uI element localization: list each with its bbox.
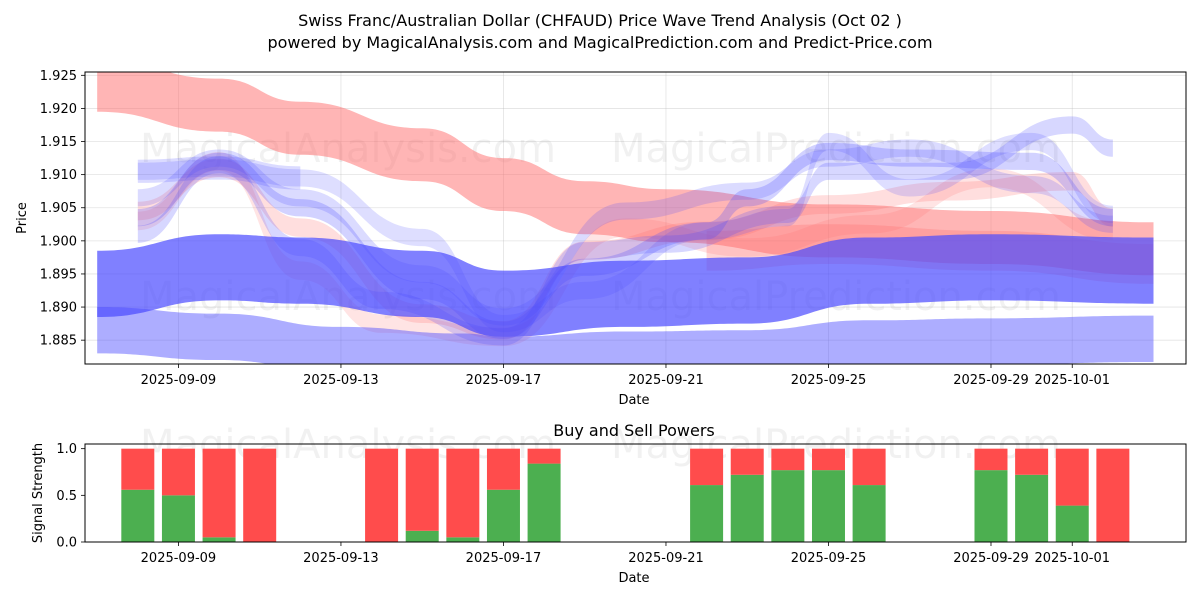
signal-y-label: Signal Strength [31, 443, 46, 543]
sell-bar [852, 448, 886, 486]
band-blue-base-band [97, 234, 1154, 337]
price-x-tick-label: 2025-09-13 [303, 373, 379, 388]
signal-x-tick-label: 2025-09-25 [791, 551, 867, 566]
buy-bar [446, 537, 480, 542]
buy-bar [730, 474, 764, 542]
band-red-trend-main [97, 72, 1154, 276]
signal-x-tick-label: 2025-09-09 [141, 551, 217, 566]
buy-bar [1055, 505, 1089, 542]
title-line-2: powered by MagicalAnalysis.com and Magic… [267, 33, 932, 52]
buy-bar [405, 530, 439, 542]
price-y-tick-label: 1.925 [40, 69, 77, 84]
price-y-tick-label: 1.895 [40, 267, 77, 282]
buy-bar [1015, 474, 1049, 542]
price-x-ticks: 2025-09-09 2025-09-13 2025-09-17 2025-09-21… [141, 364, 1110, 388]
sell-bar [527, 448, 561, 464]
signal-chart: Buy and Sell Powers MagicalAnalysis.com … [31, 421, 1187, 586]
sell-bar [1055, 448, 1089, 506]
band-blue-flat-1 [137, 156, 301, 190]
sell-bar [405, 448, 439, 531]
sell-bar [243, 448, 277, 542]
sell-bar [974, 448, 1008, 471]
signal-y-tick-label: 0.5 [56, 489, 77, 504]
signal-x-tick-label: 2025-09-21 [628, 551, 704, 566]
signal-x-ticks: 2025-09-09 2025-09-13 2025-09-17 2025-09-21… [141, 542, 1110, 566]
price-x-tick-label: 2025-09-09 [141, 373, 217, 388]
buy-bar [202, 537, 236, 542]
price-frame [84, 71, 1187, 365]
buy-bar [527, 463, 561, 542]
signal-x-tick-label: 2025-09-13 [303, 551, 379, 566]
price-bands [97, 72, 1154, 364]
signal-frame [84, 443, 1187, 543]
price-x-tick-label: 2025-10-01 [1034, 373, 1110, 388]
title-line-1: Swiss Franc/Australian Dollar (CHFAUD) P… [298, 11, 902, 30]
price-x-tick-label: 2025-09-17 [466, 373, 542, 388]
sell-bar [690, 448, 724, 486]
price-chart: MagicalAnalysis.com MagicalPrediction.co… [15, 69, 1187, 408]
buy-bar [690, 485, 724, 542]
signal-x-label: Date [618, 571, 649, 586]
price-y-tick-label: 1.910 [40, 168, 77, 183]
price-x-tick-label: 2025-09-25 [791, 373, 867, 388]
buy-bar [121, 489, 155, 542]
signal-y-tick-label: 1.0 [56, 442, 77, 457]
price-y-tick-label: 1.890 [40, 301, 77, 316]
signal-x-tick-label: 2025-09-17 [466, 551, 542, 566]
sell-bar [161, 448, 195, 496]
signal-y-ticks: 0.0 0.5 1.0 [56, 442, 85, 551]
sell-bar [1096, 448, 1130, 542]
buy-bar [811, 470, 845, 542]
sell-bar [446, 448, 480, 538]
sell-bar [771, 448, 805, 471]
sell-bar [1015, 448, 1049, 475]
sell-bar [121, 448, 155, 490]
price-y-tick-label: 1.900 [40, 234, 77, 249]
price-y-tick-label: 1.920 [40, 102, 77, 117]
sell-bar [365, 448, 399, 542]
sell-bar [202, 448, 236, 538]
signal-title: Buy and Sell Powers [553, 421, 715, 440]
price-y-tick-label: 1.885 [40, 334, 77, 349]
signal-y-tick-label: 0.0 [56, 536, 77, 551]
buy-bar [486, 489, 520, 542]
signal-x-tick-label: 2025-09-29 [953, 551, 1029, 566]
price-y-tick-label: 1.905 [40, 201, 77, 216]
price-y-ticks: 1.885 1.890 1.895 1.900 1.905 1.910 1.915 1.920… [40, 69, 85, 349]
band-red-wave-2 [137, 152, 1113, 347]
price-y-label: Price [15, 202, 30, 234]
price-y-tick-label: 1.915 [40, 135, 77, 150]
watermark-prediction-top: MagicalPrediction.com [611, 126, 1061, 172]
sell-bar [486, 448, 520, 490]
buy-bar [974, 470, 1008, 542]
price-x-tick-label: 2025-09-21 [628, 373, 704, 388]
price-x-tick-label: 2025-09-29 [953, 373, 1029, 388]
signal-bars [121, 448, 1130, 542]
buy-bar [852, 485, 886, 542]
band-blue-lower-band [97, 307, 1154, 364]
signal-x-tick-label: 2025-10-01 [1034, 551, 1110, 566]
band-blue-wave-1 [137, 142, 1113, 339]
band-blue-wave-2 [137, 116, 1113, 346]
buy-bar [161, 495, 195, 542]
band-blue-wave-3 [137, 139, 1113, 326]
sell-bar [811, 448, 845, 471]
buy-bar [771, 470, 805, 542]
sell-bar [730, 448, 764, 475]
price-x-label: Date [618, 393, 649, 408]
